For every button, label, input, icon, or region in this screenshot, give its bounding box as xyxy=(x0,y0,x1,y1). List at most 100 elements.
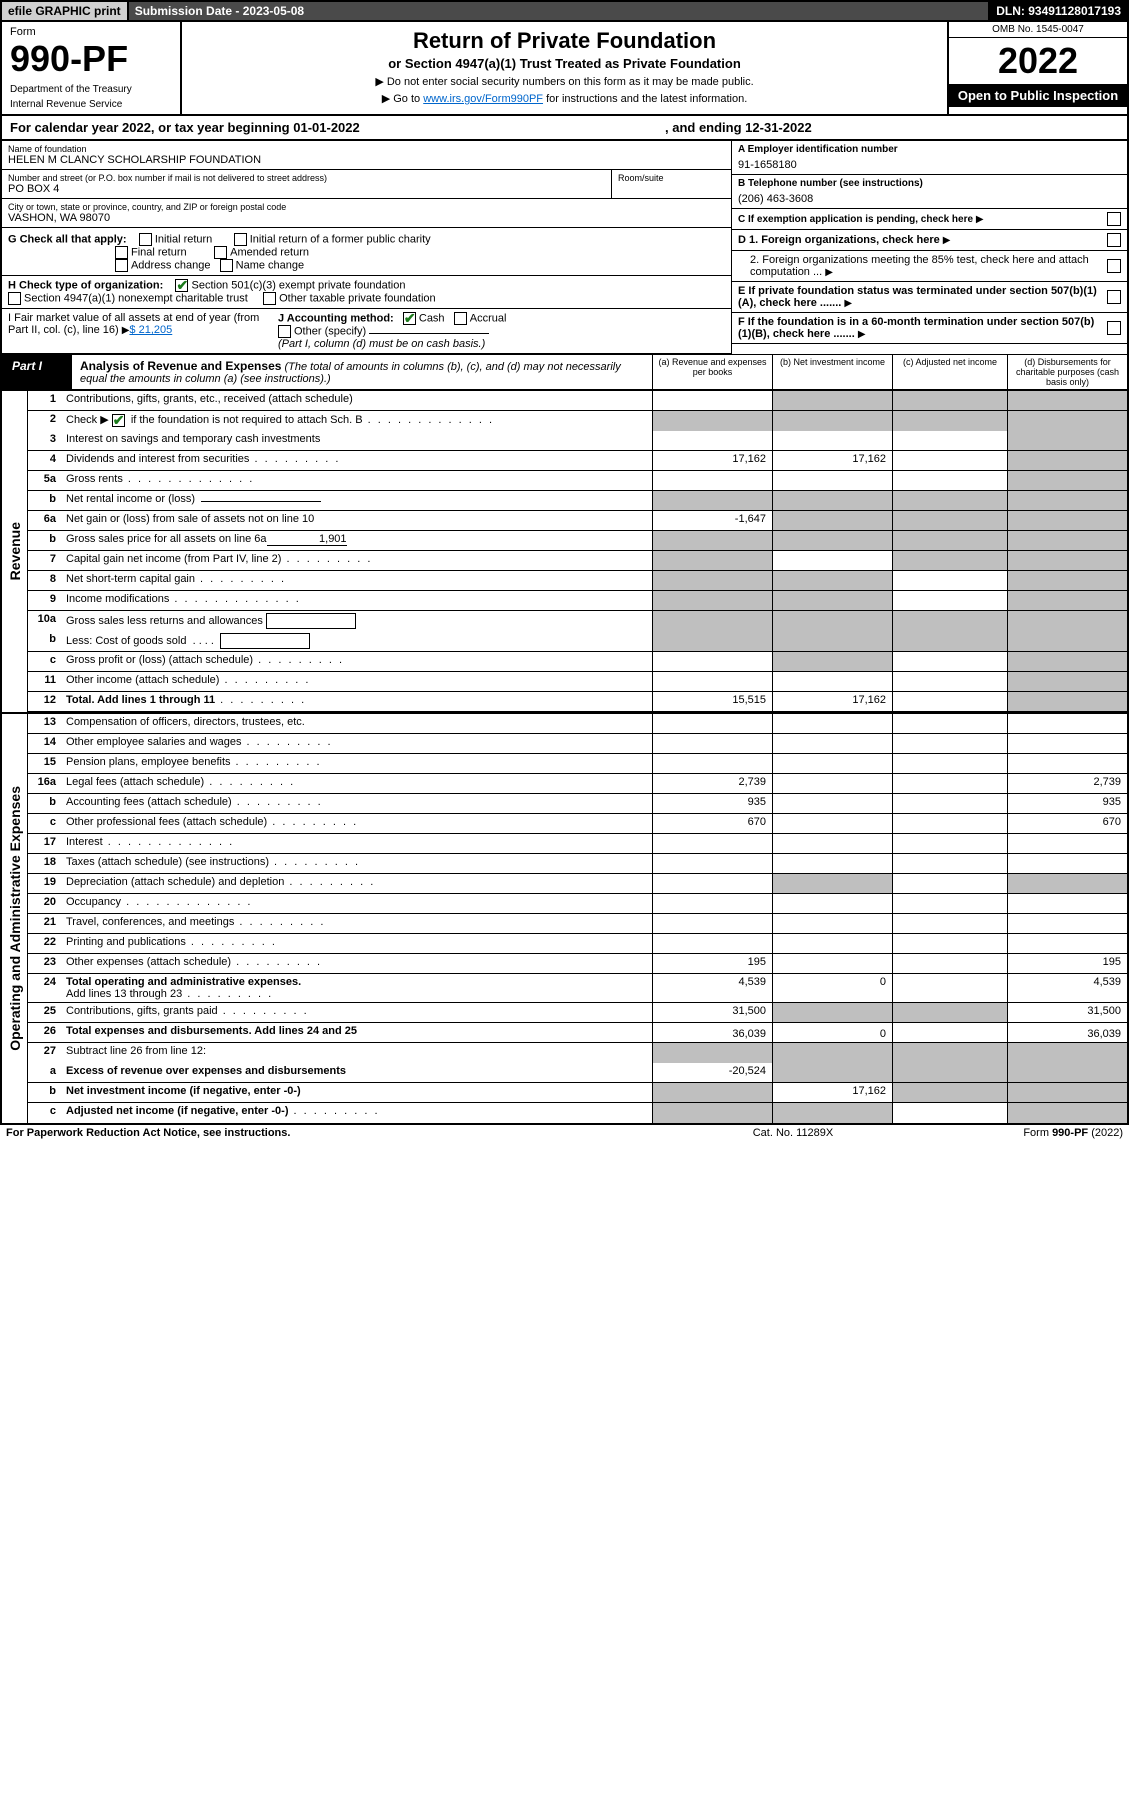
room-label: Room/suite xyxy=(618,173,725,183)
header-center: Return of Private Foundation or Section … xyxy=(182,22,947,114)
row-11: Other income (attach schedule) xyxy=(62,672,652,691)
c-label: C If exemption application is pending, c… xyxy=(738,214,973,225)
row-3: Interest on savings and temporary cash i… xyxy=(62,431,652,450)
page-footer: For Paperwork Reduction Act Notice, see … xyxy=(0,1125,1129,1141)
row-22: Printing and publications xyxy=(62,934,652,953)
bullet-1: ▶ Do not enter social security numbers o… xyxy=(188,75,941,88)
row-14: Other employee salaries and wages xyxy=(62,734,652,753)
row-7: Capital gain net income (from Part IV, l… xyxy=(62,551,652,570)
row-27c: Adjusted net income (if negative, enter … xyxy=(62,1103,652,1123)
bullet-2: ▶ Go to www.irs.gov/Form990PF for instru… xyxy=(188,92,941,105)
efile-label[interactable]: efile GRAPHIC print xyxy=(2,2,129,20)
form-number: 990-PF xyxy=(10,38,172,80)
j-label: J Accounting method: xyxy=(278,312,394,324)
revenue-table: Revenue 1Contributions, gifts, grants, e… xyxy=(0,391,1129,714)
d2-label: 2. Foreign organizations meeting the 85%… xyxy=(750,254,1089,278)
row-15: Pension plans, employee benefits xyxy=(62,754,652,773)
omb-number: OMB No. 1545-0047 xyxy=(949,22,1127,38)
row-9: Income modifications xyxy=(62,591,652,610)
form-ref: Form 990-PF (2022) xyxy=(943,1127,1123,1139)
expenses-side: Operating and Administrative Expenses xyxy=(2,714,28,1123)
e-label: E If private foundation status was termi… xyxy=(738,285,1097,309)
row-10a: Gross sales less returns and allowances xyxy=(62,611,652,631)
d2-checkbox[interactable] xyxy=(1107,259,1121,273)
irs: Internal Revenue Service xyxy=(10,99,172,110)
row-6a: Net gain or (loss) from sale of assets n… xyxy=(62,511,652,530)
open-inspection: Open to Public Inspection xyxy=(949,84,1127,107)
form-title: Return of Private Foundation xyxy=(188,28,941,54)
ein: 91-1658180 xyxy=(738,159,1121,171)
col-b-hdr: (b) Net investment income xyxy=(772,355,892,389)
row-6b: Gross sales price for all assets on line… xyxy=(62,531,652,550)
h-row: H Check type of organization: Section 50… xyxy=(2,276,731,309)
row-4: Dividends and interest from securities xyxy=(62,451,652,470)
foundation-name: HELEN M CLANCY SCHOLARSHIP FOUNDATION xyxy=(8,154,725,166)
row-23: Other expenses (attach schedule) xyxy=(62,954,652,973)
h-4947-checkbox[interactable] xyxy=(8,292,21,305)
row-27: Subtract line 26 from line 12: xyxy=(62,1043,652,1063)
g-initial-checkbox[interactable] xyxy=(139,233,152,246)
g-amended-checkbox[interactable] xyxy=(214,246,227,259)
header-right: OMB No. 1545-0047 2022 Open to Public In… xyxy=(947,22,1127,114)
e-checkbox[interactable] xyxy=(1107,290,1121,304)
g-initial-former-checkbox[interactable] xyxy=(234,233,247,246)
j-accrual-checkbox[interactable] xyxy=(454,312,467,325)
row-17: Interest xyxy=(62,834,652,853)
form990pf-link[interactable]: www.irs.gov/Form990PF xyxy=(423,93,543,105)
g-name-checkbox[interactable] xyxy=(220,259,233,272)
g-h-block: G Check all that apply: Initial return I… xyxy=(0,230,1129,354)
g-address-checkbox[interactable] xyxy=(115,259,128,272)
header-left: Form 990-PF Department of the Treasury I… xyxy=(2,22,182,114)
row-18: Taxes (attach schedule) (see instruction… xyxy=(62,854,652,873)
row-20: Occupancy xyxy=(62,894,652,913)
address: PO BOX 4 xyxy=(8,183,605,195)
city-label: City or town, state or province, country… xyxy=(8,202,725,212)
tel-label: B Telephone number (see instructions) xyxy=(738,178,1121,189)
ij-row: I Fair market value of all assets at end… xyxy=(2,309,731,354)
telephone: (206) 463-3608 xyxy=(738,193,1121,205)
dept: Department of the Treasury xyxy=(10,84,172,95)
dln: DLN: 93491128017193 xyxy=(990,2,1127,20)
row-1: Contributions, gifts, grants, etc., rece… xyxy=(62,391,652,410)
j-cash-checkbox[interactable] xyxy=(403,312,416,325)
row-27a: Excess of revenue over expenses and disb… xyxy=(62,1063,652,1082)
row-21: Travel, conferences, and meetings xyxy=(62,914,652,933)
i-value[interactable]: $ 21,205 xyxy=(129,324,172,336)
g-row: G Check all that apply: Initial return I… xyxy=(2,230,731,276)
col-c-hdr: (c) Adjusted net income xyxy=(892,355,1007,389)
row-25: Contributions, gifts, grants paid xyxy=(62,1003,652,1022)
city: VASHON, WA 98070 xyxy=(8,212,725,224)
form-label: Form xyxy=(10,26,172,38)
f-label: F If the foundation is in a 60-month ter… xyxy=(738,316,1094,340)
j-note: (Part I, column (d) must be on cash basi… xyxy=(278,338,485,350)
row-10b: Less: Cost of goods sold . . . . xyxy=(62,631,652,651)
row-16c: Other professional fees (attach schedule… xyxy=(62,814,652,833)
row-12: Total. Add lines 1 through 11 xyxy=(62,692,652,711)
schb-checkbox[interactable] xyxy=(112,414,125,427)
f-checkbox[interactable] xyxy=(1107,321,1121,335)
j-other-checkbox[interactable] xyxy=(278,325,291,338)
paperwork-notice: For Paperwork Reduction Act Notice, see … xyxy=(6,1127,643,1139)
col-d-hdr: (d) Disbursements for charitable purpose… xyxy=(1007,355,1127,389)
h-501c3-checkbox[interactable] xyxy=(175,279,188,292)
name-label: Name of foundation xyxy=(8,144,725,154)
g-final-checkbox[interactable] xyxy=(115,246,128,259)
row-13: Compensation of officers, directors, tru… xyxy=(62,714,652,733)
d1-checkbox[interactable] xyxy=(1107,233,1121,247)
row-5b: Net rental income or (loss) xyxy=(62,491,652,510)
cat-number: Cat. No. 11289X xyxy=(643,1127,943,1139)
expenses-table: Operating and Administrative Expenses 13… xyxy=(0,714,1129,1125)
addr-label: Number and street (or P.O. box number if… xyxy=(8,173,605,183)
row-19: Depreciation (attach schedule) and deple… xyxy=(62,874,652,893)
h-other-checkbox[interactable] xyxy=(263,292,276,305)
row-10c: Gross profit or (loss) (attach schedule) xyxy=(62,652,652,671)
c-checkbox[interactable] xyxy=(1107,212,1121,226)
revenue-side: Revenue xyxy=(2,391,28,712)
row-5a: Gross rents xyxy=(62,471,652,490)
ein-label: A Employer identification number xyxy=(738,144,1121,155)
arrow-icon xyxy=(976,214,984,225)
part1-header: Part I Analysis of Revenue and Expenses … xyxy=(0,354,1129,391)
row-16b: Accounting fees (attach schedule) xyxy=(62,794,652,813)
row-8: Net short-term capital gain xyxy=(62,571,652,590)
row-26: Total expenses and disbursements. Add li… xyxy=(62,1023,652,1042)
